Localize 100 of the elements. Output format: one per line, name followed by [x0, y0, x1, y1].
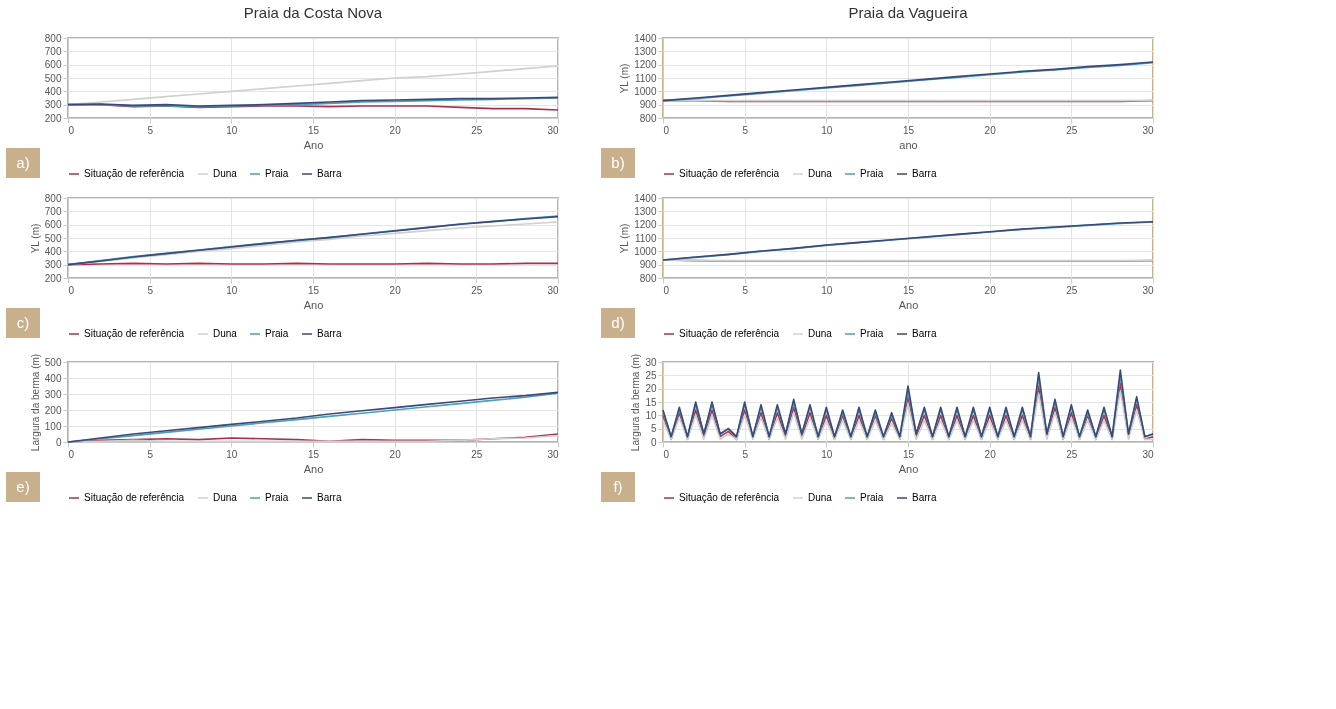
- legend-label: Barra: [317, 168, 342, 179]
- y-tick-label: 400: [44, 245, 62, 257]
- y-tick-label: 5: [650, 423, 657, 435]
- y-tick-label: 1300: [634, 205, 657, 217]
- legend-label: Situação de referência: [679, 328, 780, 339]
- legend-label: Duna: [213, 492, 238, 503]
- y-axis-title: YL (m): [29, 223, 41, 254]
- x-tick-label: 0: [663, 284, 670, 296]
- y-tick-label: 200: [44, 112, 62, 124]
- x-axis-title: Ano: [898, 298, 919, 311]
- x-tick-label: 25: [471, 448, 483, 460]
- x-tick-label: 15: [307, 448, 320, 460]
- y-tick-label: 1200: [634, 59, 657, 71]
- legend-label: Duna: [808, 492, 833, 503]
- x-tick-label: 10: [821, 124, 833, 136]
- x-tick-label: 0: [68, 124, 75, 136]
- chart-title: Praia da Costa Nova: [243, 4, 383, 21]
- y-tick-label: 1200: [634, 219, 657, 231]
- x-tick-label: 25: [1066, 284, 1078, 296]
- x-tick-label: 5: [742, 448, 749, 460]
- x-tick-label: 20: [389, 124, 402, 136]
- y-tick-label: 1400: [634, 32, 657, 44]
- y-tick-label: 200: [44, 272, 62, 284]
- y-tick-label: 15: [645, 396, 657, 408]
- legend-label: Barra: [912, 328, 937, 339]
- legend-label: Praia: [860, 168, 884, 179]
- legend-label: Praia: [265, 168, 289, 179]
- x-tick-label: 30: [1142, 448, 1154, 460]
- y-tick-label: 0: [650, 436, 657, 448]
- y-tick-label: 300: [44, 388, 62, 400]
- x-tick-label: 0: [663, 448, 670, 460]
- x-tick-label: 30: [1142, 124, 1154, 136]
- y-tick-label: 600: [44, 219, 62, 231]
- legend-label: Situação de referência: [679, 492, 780, 503]
- y-axis-title: Largura da berma (m): [29, 353, 41, 452]
- x-tick-label: 30: [547, 448, 559, 460]
- x-tick-label: 20: [984, 448, 997, 460]
- x-tick-label: 15: [307, 124, 320, 136]
- y-tick-label: 700: [44, 45, 62, 57]
- x-tick-label: 20: [984, 124, 997, 136]
- legend-label: Barra: [912, 168, 937, 179]
- x-tick-label: 0: [663, 124, 670, 136]
- text: d): [611, 314, 625, 331]
- legend-label: Duna: [808, 168, 833, 179]
- x-tick-label: 30: [547, 124, 559, 136]
- legend-label: Praia: [265, 328, 289, 339]
- x-tick-label: 30: [1142, 284, 1154, 296]
- x-tick-label: 5: [147, 124, 154, 136]
- x-tick-label: 15: [307, 284, 320, 296]
- text: e): [16, 478, 30, 495]
- y-tick-label: 500: [44, 232, 62, 244]
- y-tick-label: 500: [44, 72, 62, 84]
- text: a): [16, 154, 30, 171]
- line-series: [662, 61, 1154, 102]
- y-axis-title: Largura da berma (m): [630, 353, 642, 452]
- legend-label: Situação de referência: [84, 328, 185, 339]
- line-series: [662, 221, 1154, 261]
- x-tick-label: 5: [742, 124, 749, 136]
- x-tick-label: 25: [1066, 448, 1078, 460]
- x-tick-label: 5: [147, 284, 154, 296]
- x-tick-label: 15: [902, 448, 915, 460]
- y-tick-label: 0: [55, 436, 62, 448]
- x-tick-label: 25: [471, 124, 483, 136]
- y-tick-label: 1100: [634, 72, 657, 84]
- x-tick-label: 15: [902, 284, 915, 296]
- x-axis-title: Ano: [303, 462, 324, 475]
- y-tick-label: 1400: [634, 192, 657, 204]
- x-tick-label: 20: [389, 448, 402, 460]
- x-tick-label: 10: [226, 124, 238, 136]
- y-tick-label: 800: [639, 272, 657, 284]
- y-tick-label: 1300: [634, 45, 657, 57]
- x-tick-label: 20: [389, 284, 402, 296]
- y-tick-label: 800: [639, 112, 657, 124]
- y-tick-label: 100: [44, 420, 62, 432]
- y-tick-label: 400: [44, 372, 62, 384]
- chart-title: Praia da Vagueira: [848, 4, 969, 21]
- y-tick-label: 10: [645, 409, 657, 421]
- y-tick-label: 500: [44, 356, 62, 368]
- x-tick-label: 15: [902, 124, 915, 136]
- x-axis-title: ano: [899, 138, 918, 151]
- legend-label: Situação de referência: [84, 492, 185, 503]
- x-tick-label: 0: [68, 448, 75, 460]
- y-tick-label: 200: [44, 404, 62, 416]
- y-tick-label: 900: [639, 259, 657, 271]
- y-tick-label: 900: [639, 99, 657, 111]
- y-tick-label: 1000: [634, 245, 657, 257]
- y-tick-label: 600: [44, 59, 62, 71]
- x-tick-label: 30: [547, 284, 559, 296]
- legend-label: Praia: [265, 492, 289, 503]
- y-axis-title: YL (m): [619, 63, 631, 94]
- text: c): [16, 314, 30, 331]
- y-tick-label: 1000: [634, 85, 657, 97]
- legend-label: Barra: [317, 328, 342, 339]
- x-tick-label: 10: [226, 448, 238, 460]
- text: b): [611, 154, 625, 171]
- legend-label: Barra: [912, 492, 937, 503]
- legend-label: Praia: [860, 492, 884, 503]
- y-tick-label: 800: [44, 32, 62, 44]
- y-tick-label: 30: [645, 356, 657, 368]
- x-tick-label: 10: [226, 284, 238, 296]
